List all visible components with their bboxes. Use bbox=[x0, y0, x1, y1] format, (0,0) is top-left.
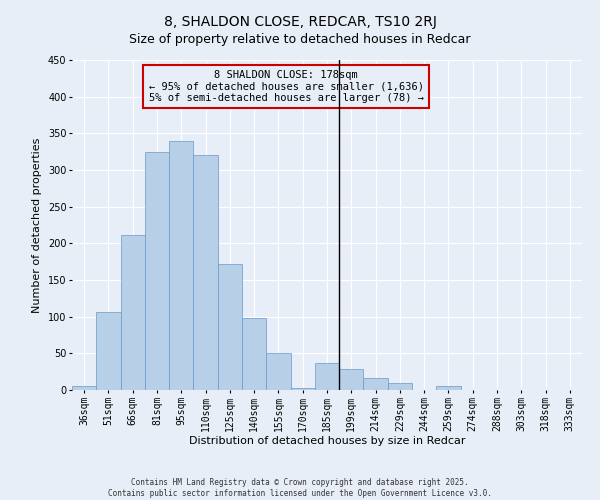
Text: 8, SHALDON CLOSE, REDCAR, TS10 2RJ: 8, SHALDON CLOSE, REDCAR, TS10 2RJ bbox=[164, 15, 436, 29]
Bar bbox=[364, 378, 388, 390]
Bar bbox=[72, 386, 96, 390]
Text: Contains HM Land Registry data © Crown copyright and database right 2025.
Contai: Contains HM Land Registry data © Crown c… bbox=[108, 478, 492, 498]
Bar bbox=[242, 318, 266, 390]
Bar bbox=[436, 386, 461, 390]
Bar bbox=[169, 140, 193, 390]
Text: Size of property relative to detached houses in Redcar: Size of property relative to detached ho… bbox=[129, 32, 471, 46]
Bar bbox=[145, 152, 169, 390]
Bar bbox=[266, 354, 290, 390]
Y-axis label: Number of detached properties: Number of detached properties bbox=[32, 138, 42, 312]
Bar bbox=[193, 156, 218, 390]
Bar bbox=[315, 363, 339, 390]
Bar bbox=[290, 388, 315, 390]
Bar bbox=[388, 384, 412, 390]
Bar bbox=[218, 264, 242, 390]
X-axis label: Distribution of detached houses by size in Redcar: Distribution of detached houses by size … bbox=[189, 436, 465, 446]
Bar bbox=[121, 234, 145, 390]
Bar bbox=[339, 368, 364, 390]
Text: 8 SHALDON CLOSE: 178sqm
← 95% of detached houses are smaller (1,636)
5% of semi-: 8 SHALDON CLOSE: 178sqm ← 95% of detache… bbox=[149, 70, 424, 103]
Bar bbox=[96, 312, 121, 390]
